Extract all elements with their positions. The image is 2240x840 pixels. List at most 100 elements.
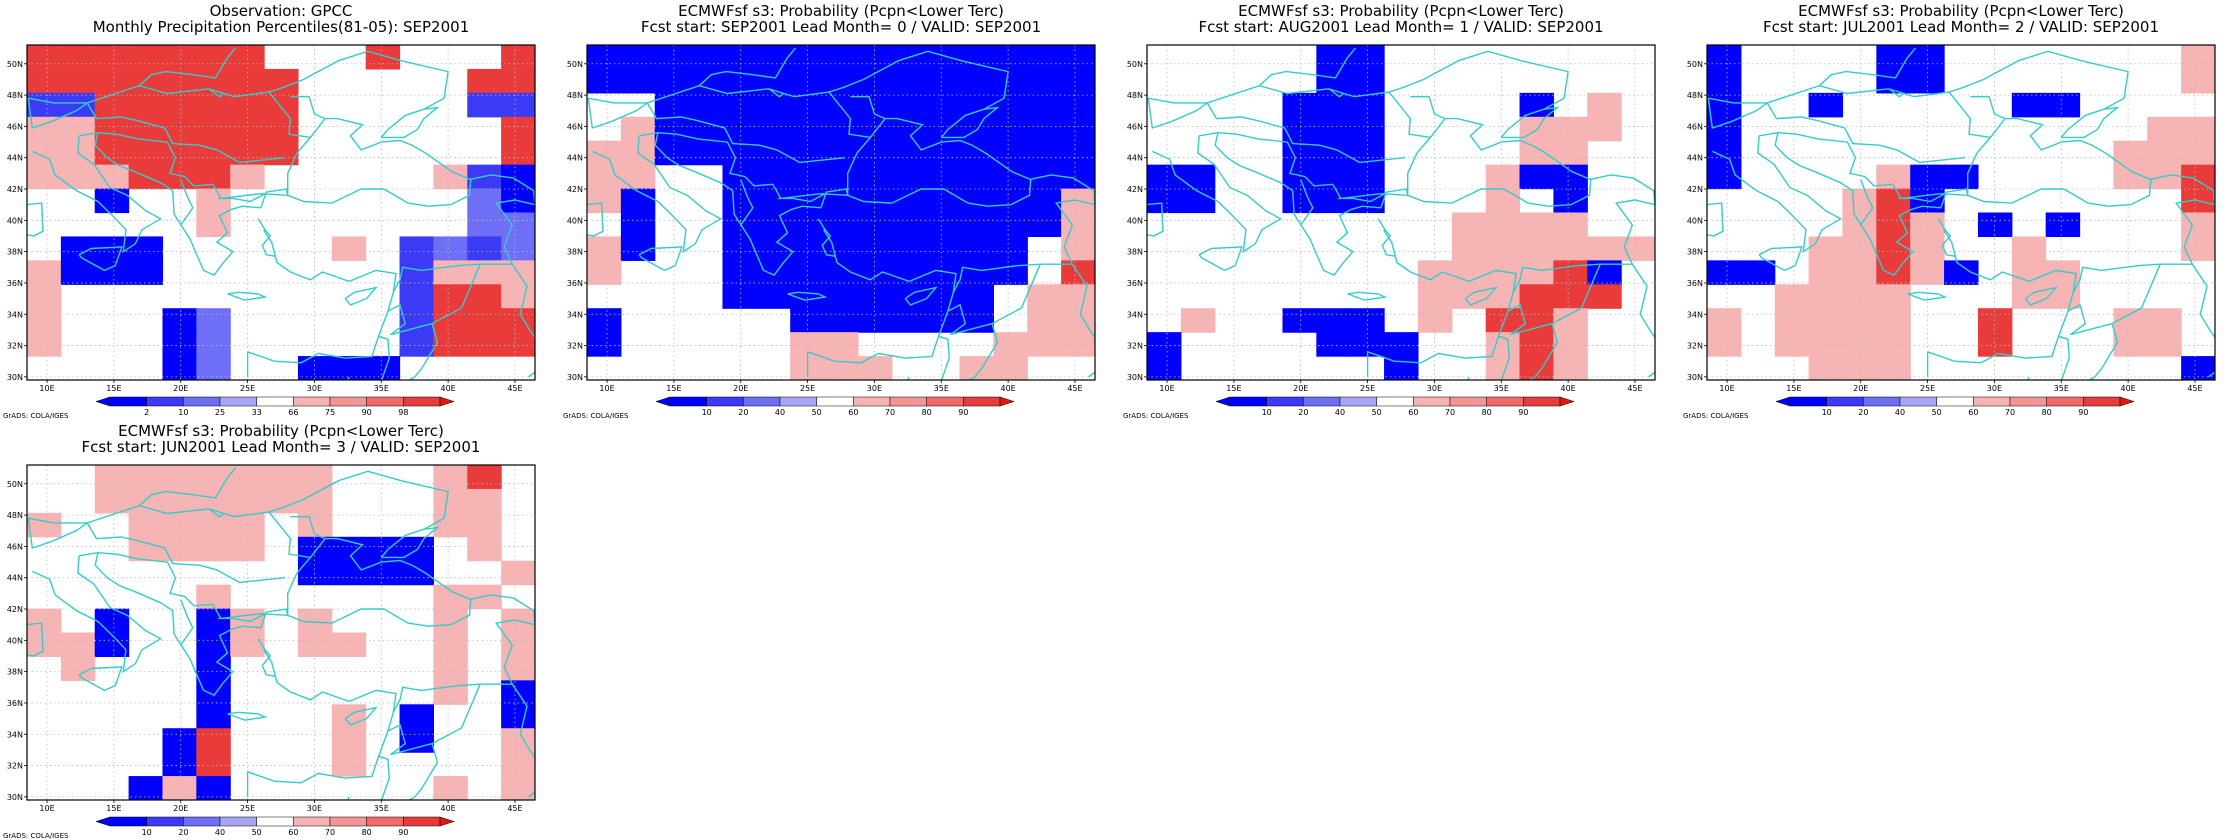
grid-cell <box>1282 92 1317 118</box>
grid-cell <box>196 308 231 333</box>
coastline <box>1217 132 1408 200</box>
grid-cell <box>993 356 1028 380</box>
coastline <box>378 743 439 800</box>
coastline <box>1407 117 1592 207</box>
grid-cell <box>467 332 502 357</box>
lon-tick-label: 30E <box>307 384 322 393</box>
coastline <box>787 291 828 301</box>
grid-cell <box>1282 164 1317 190</box>
coastline <box>1712 135 1843 254</box>
grid-cell <box>1707 92 1742 118</box>
grid-cell <box>1519 284 1554 309</box>
grid-cell <box>399 284 434 309</box>
coastline <box>380 106 440 139</box>
colorbar-segment <box>403 396 441 407</box>
colorbar-label: 70 <box>885 408 895 417</box>
coastline <box>538 145 540 245</box>
grid-cell <box>1842 284 1877 309</box>
grid-cell <box>2147 116 2182 142</box>
grid-cell <box>297 356 333 380</box>
coastline <box>850 96 886 120</box>
coastline <box>1147 98 1172 129</box>
coastline <box>1367 229 1517 364</box>
colorbar-segment <box>1303 396 1341 407</box>
colorbar-segment <box>1229 396 1267 407</box>
grid-cell <box>993 260 1028 285</box>
colorbar-label: 20 <box>1298 408 1308 417</box>
grid-cell <box>1910 45 1945 70</box>
colorbar-segment <box>1863 396 1901 407</box>
colorbar-segment <box>963 396 1001 407</box>
grid-cell <box>1842 212 1877 238</box>
grid-cell <box>959 140 994 166</box>
coastline <box>1152 135 1283 254</box>
grid-cell <box>196 680 231 705</box>
colorbar-segment <box>1523 396 1561 407</box>
coastline <box>180 599 194 646</box>
coastline <box>290 516 326 540</box>
grid-cell <box>27 284 62 309</box>
panel-title: ECMWFsf s3: Probability (Pcpn<Lower Terc… <box>678 2 1004 20</box>
grid-cell <box>824 188 859 214</box>
grid-cell <box>2113 140 2148 166</box>
grid-cell <box>196 632 231 658</box>
grid-cell <box>993 140 1028 166</box>
colorbar-label: 40 <box>215 828 225 837</box>
colorbar: 10 20 40 50 60 70 80 90 <box>1775 396 2135 417</box>
lat-tick-label: 42N <box>7 605 23 614</box>
lat-tick-label: 30N <box>1127 373 1143 382</box>
grid-cell <box>94 608 130 634</box>
grid-cell <box>993 92 1028 118</box>
lat-tick-label: 44N <box>1687 154 1703 163</box>
colorbar-segment <box>1789 396 1827 407</box>
colorbar-label: 75 <box>325 408 335 417</box>
grid-cell <box>196 512 231 538</box>
grid-cell <box>128 465 164 490</box>
grid-cell <box>27 45 62 70</box>
grid-cell <box>128 236 164 261</box>
lon-tick-label: 15E <box>106 804 121 813</box>
grid-cell <box>264 488 299 514</box>
lat-tick-label: 50N <box>1127 60 1143 69</box>
grid-cell <box>993 332 1028 357</box>
grid-cell <box>501 116 535 142</box>
lon-tick-label: 15E <box>1226 384 1241 393</box>
lat-tick-label: 44N <box>1127 154 1143 163</box>
map-frame <box>26 44 536 381</box>
grid-cell <box>60 116 96 142</box>
grid-cell <box>857 116 893 142</box>
grid-cell <box>959 68 994 94</box>
grid-cell <box>1316 116 1351 142</box>
grid-cell <box>94 68 130 94</box>
coastline <box>907 376 910 380</box>
colorbar-segment <box>2083 396 2121 407</box>
grid-cell <box>162 164 197 190</box>
colorbar: 10 20 40 50 60 70 80 90 <box>95 816 455 837</box>
grid-cell <box>94 45 130 70</box>
lat-tick-label: 32N <box>567 342 583 351</box>
grid-cell <box>1417 260 1453 285</box>
grid-cell <box>1707 164 1742 190</box>
grid-cell <box>1587 284 1622 309</box>
grid-cell <box>857 164 893 190</box>
colorbar-segment <box>329 396 367 407</box>
grid-cell <box>1350 45 1385 70</box>
grid-cell <box>501 308 535 333</box>
grid-cell <box>264 116 299 142</box>
colorbar-label: 80 <box>362 828 372 837</box>
lat-tick-label: 32N <box>7 342 23 351</box>
grid-cell <box>790 45 825 70</box>
grid-cell <box>620 212 656 238</box>
lat-tick-label: 48N <box>7 91 23 100</box>
grid-cell <box>1808 308 1844 333</box>
coastline <box>2072 174 2215 293</box>
coastline <box>538 565 540 665</box>
grid-cell <box>891 68 927 94</box>
coastline <box>610 102 648 123</box>
grid-cell <box>162 776 197 800</box>
coastline <box>938 323 999 380</box>
grid-cell <box>1061 140 1095 166</box>
lon-tick-label: 40E <box>2120 384 2135 393</box>
grid-cell <box>824 236 859 261</box>
grid-cell <box>1027 284 1062 309</box>
